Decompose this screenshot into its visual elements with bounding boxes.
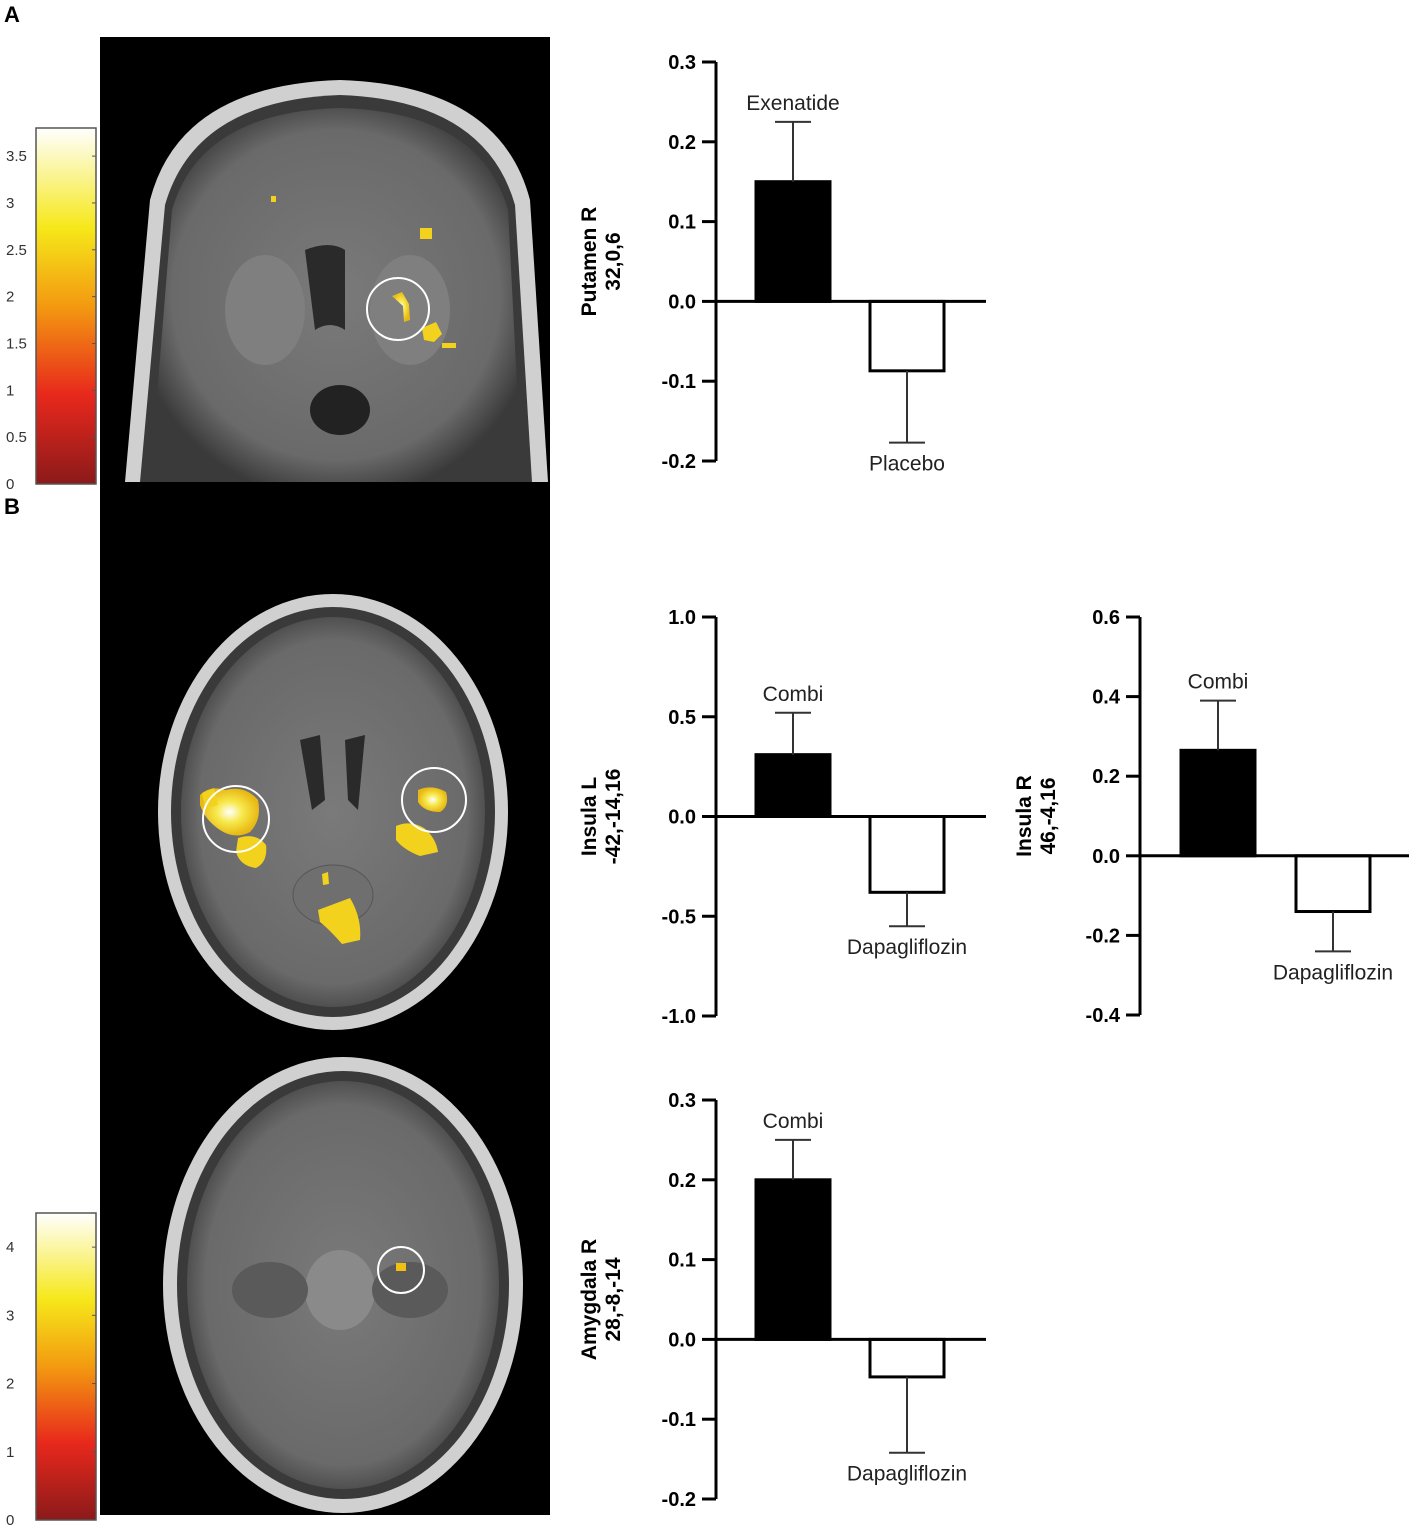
- y-tick-label: 0.0: [668, 1329, 696, 1351]
- y-tick-label: -0.2: [662, 451, 696, 473]
- category-label: Dapagliflozin: [847, 936, 967, 959]
- y-tick-label: 0.0: [668, 807, 696, 829]
- colorbar-tick-label: 3: [6, 195, 14, 212]
- brain-axial-slice-amygdala: [163, 1057, 523, 1513]
- y-tick-label: 0.5: [668, 707, 696, 729]
- activation-blob-amygdala: [396, 1263, 406, 1271]
- bar: [868, 815, 946, 894]
- y-tick-label: 0.2: [668, 1170, 696, 1192]
- bar: [868, 1337, 946, 1379]
- y-axis-label: Insula L-42,-14,16: [578, 769, 625, 865]
- category-label: Placebo: [869, 453, 945, 476]
- colorbar-tick-label: 4: [6, 1239, 14, 1256]
- roi-circle-amygdala: [377, 1246, 425, 1294]
- y-tick-label: 0.3: [668, 1090, 696, 1112]
- bar: [754, 180, 832, 303]
- brain-axial-slice-insula: [158, 594, 508, 1030]
- colorbar-tick-label: 1.5: [6, 335, 27, 352]
- category-label: Combi: [1188, 671, 1249, 694]
- colorbar-tick-label: 0.5: [6, 429, 27, 446]
- y-tick-label: -0.1: [662, 1409, 696, 1431]
- chart-putamen-r: -0.2 -0.1 0.0 0.1 0.2 0.3 Putamen R32,0,6 Exena…: [578, 52, 986, 476]
- colorbar-tick-label: 0: [6, 1512, 14, 1526]
- colorbar-tick-label: 2: [6, 1376, 14, 1393]
- colorbar-tick-label: 2.5: [6, 242, 27, 259]
- bar: [868, 299, 946, 373]
- y-tick-label: 0.3: [668, 52, 696, 74]
- y-tick-label: 0.2: [1092, 766, 1120, 788]
- y-tick-label: 0.6: [1092, 607, 1120, 629]
- category-label: Combi: [763, 1110, 824, 1133]
- category-label: Exenatide: [746, 92, 839, 115]
- roi-circle-insula-l: [202, 785, 270, 853]
- y-tick-label: 0.1: [668, 212, 696, 234]
- y-axis-label: Amygdala R28,-8,-14: [578, 1239, 625, 1360]
- colorbar-a: [35, 127, 97, 485]
- colorbar-tick-label: 3: [6, 1307, 14, 1324]
- category-label: Dapagliflozin: [847, 1463, 967, 1486]
- y-tick-label: -0.5: [662, 906, 696, 928]
- roi-circle-putamen: [366, 277, 430, 341]
- panel-b-label: B: [4, 494, 20, 519]
- y-tick-label: 0.2: [668, 132, 696, 154]
- brain-coronal-slice: [125, 80, 548, 482]
- colorbar-tick-label: 2: [6, 289, 14, 306]
- y-tick-label: 0.0: [668, 291, 696, 313]
- colorbar-tick-label: 1: [6, 1444, 14, 1461]
- panel-a-label: A: [4, 2, 20, 27]
- y-tick-label: 0.4: [1092, 687, 1121, 709]
- colorbar-b: [35, 1212, 97, 1521]
- y-tick-label: -0.4: [1086, 1005, 1121, 1027]
- colorbar-tick-label: 0: [6, 476, 14, 493]
- y-axis-label: Insula R46,-4,16: [1013, 775, 1060, 857]
- y-tick-label: 0.1: [668, 1250, 696, 1272]
- y-tick-label: -0.2: [1086, 925, 1120, 947]
- y-tick-label: -0.2: [662, 1489, 696, 1511]
- bar: [1294, 854, 1372, 914]
- category-label: Combi: [763, 683, 824, 706]
- bar: [1179, 748, 1257, 858]
- colorbar-tick-label: 3.5: [6, 148, 27, 165]
- roi-circle-insula-r: [401, 767, 467, 833]
- y-axis-label: Putamen R32,0,6: [578, 207, 625, 317]
- bar: [754, 753, 832, 818]
- y-tick-label: -1.0: [662, 1006, 696, 1028]
- y-tick-label: -0.1: [662, 371, 696, 393]
- category-label: Dapagliflozin: [1273, 961, 1393, 984]
- chart-insula-r: -0.4 -0.2 0.0 0.2 0.4 0.6 Insula R46,-4,16 Comb…: [1013, 607, 1409, 1027]
- y-tick-label: 1.0: [668, 607, 696, 629]
- chart-insula-l: -1.0 -0.5 0.0 0.5 1.0 Insula L-42,-14,16 Combi…: [578, 607, 986, 1028]
- colorbar-tick-label: 1: [6, 382, 14, 399]
- activation-blobs-a: [271, 196, 456, 348]
- y-tick-label: 0.0: [1092, 846, 1120, 868]
- bar: [754, 1178, 832, 1341]
- chart-amygdala-r: -0.2 -0.1 0.0 0.1 0.2 0.3 Amygdala R28,-8,-14 C…: [578, 1090, 986, 1511]
